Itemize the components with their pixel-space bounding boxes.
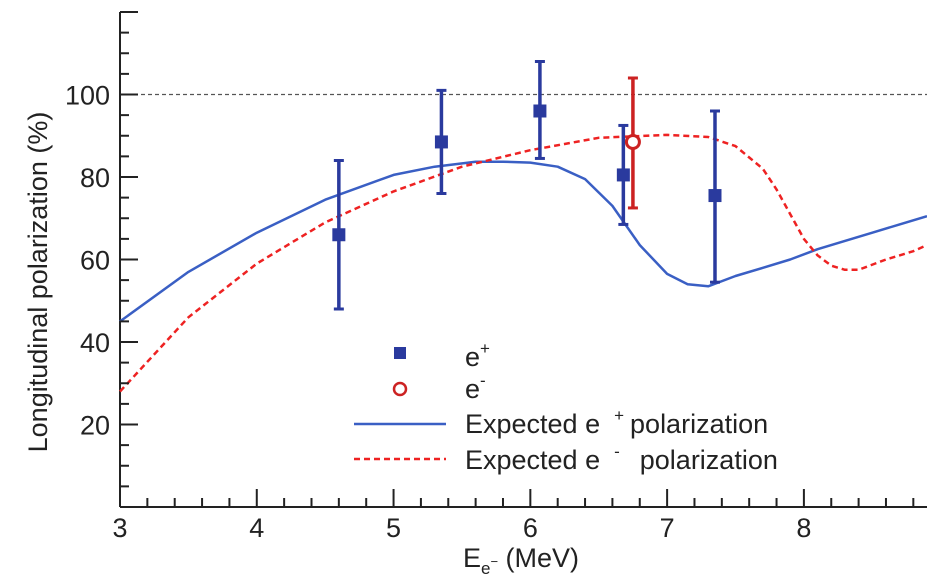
y-tick-label: 20 [80,411,110,441]
y-axis-title: Longitudinal polarization (%) [23,112,53,453]
x-tick-label: 3 [112,513,127,543]
y-tick-label: 60 [80,246,110,276]
y-tick-label: 100 [65,81,110,111]
legend-exp-ele-sup: - [614,442,620,461]
x-tick-label: 6 [523,513,538,543]
tick-labels-layer: 3 4 5 6 7 8 20 40 60 80 100 [65,81,811,544]
y-tick-label: 40 [80,328,110,358]
expected-electron-curve [119,133,927,393]
electron-point-marker [624,133,641,150]
legend-marker-positron [394,347,406,359]
legend-positron-base: e [465,342,480,372]
legend-exp-pos-a: Expected e [465,409,600,439]
positron-point-marker [434,135,448,149]
x-tick-label: 5 [386,513,401,543]
x-axis-title-unit: (MeV) [498,543,579,573]
legend-label-electron: e- [465,371,486,404]
legend-exp-ele-a: Expected e [465,445,600,475]
data-points-layer [332,60,722,311]
legend-positron-sup: + [480,339,490,358]
legend-exp-pos-b: polarization [630,409,768,439]
y-tick-label: 80 [80,163,110,193]
legend-electron-sup: - [480,371,486,390]
legend: e+ e- Expected e + polarization Expected e… [354,339,778,475]
positron-point-marker [332,228,346,242]
positron-point-marker [533,104,547,118]
positron-point-marker [708,189,722,203]
x-tick-label: 4 [249,513,264,543]
ticks-layer [119,11,915,508]
x-axis-title-sub: e [481,559,490,578]
legend-label-positron: e+ [465,339,490,372]
legend-label-expected-electron: Expected e - polarization [465,442,778,475]
x-axis-title: Ee− (MeV) [463,543,579,578]
x-tick-label: 7 [660,513,675,543]
x-axis-title-subsup: − [490,554,498,569]
legend-electron-base: e [465,374,480,404]
legend-exp-pos-sup: + [614,406,624,425]
legend-marker-electron [392,381,408,397]
x-tick-label: 8 [796,513,811,543]
legend-exp-ele-b: polarization [640,445,778,475]
legend-label-expected-positron: Expected e + polarization [465,406,768,439]
x-axis-title-base: E [463,543,481,573]
positron-point-marker [616,168,630,182]
